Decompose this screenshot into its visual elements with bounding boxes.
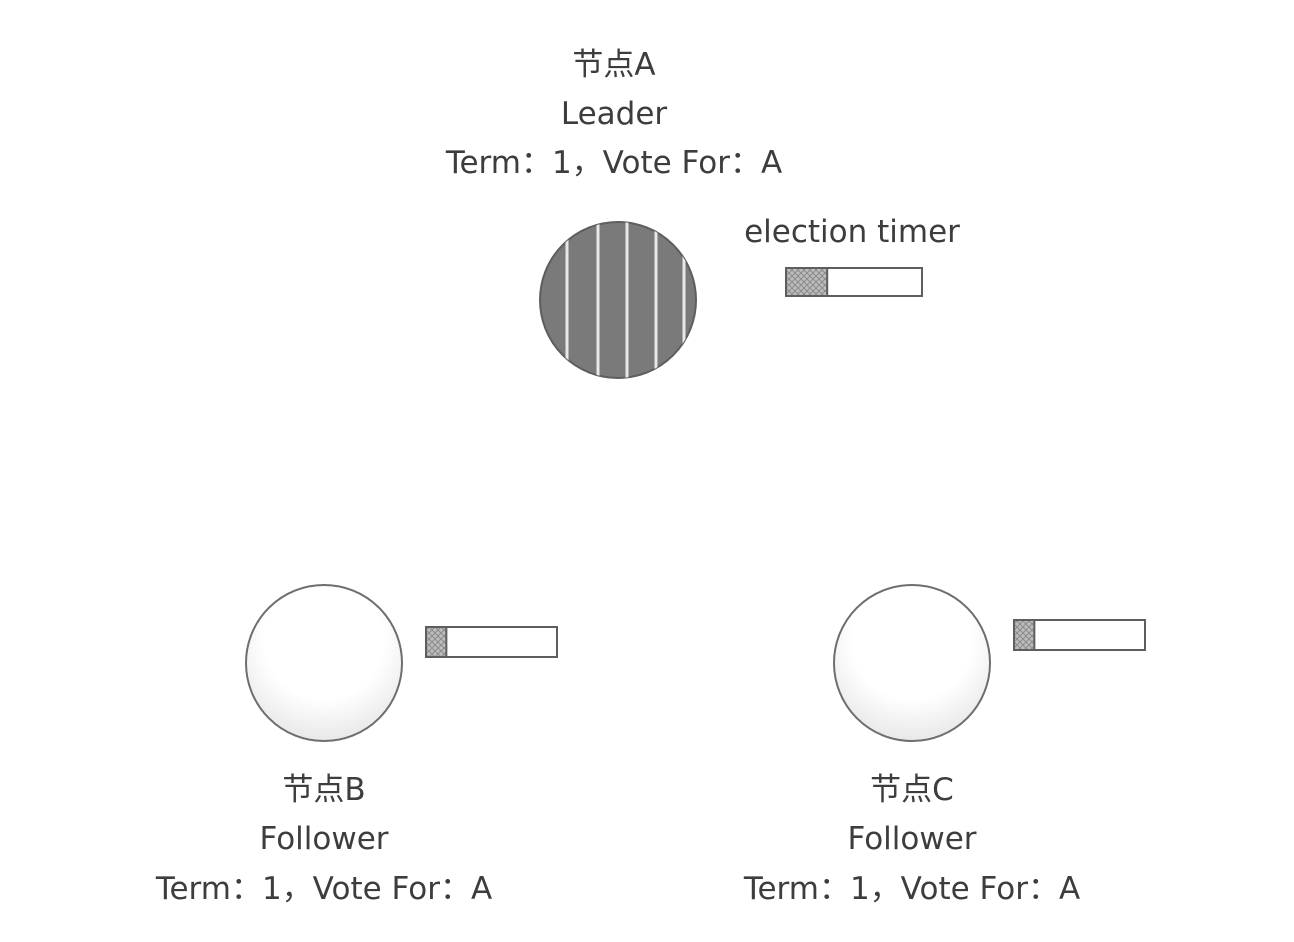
node-b-status: Term：1，Vote For：A (155, 871, 492, 907)
node-c-timer-fill (1015, 621, 1035, 649)
node-b-name: 节点B (282, 772, 365, 808)
node-a-status: Term：1，Vote For：A (445, 145, 782, 181)
node-a-timer-fill (787, 269, 828, 295)
node-c: 节点C Follower Term：1，Vote For：A (743, 584, 1146, 907)
node-c-name: 节点C (870, 772, 954, 808)
node-a-circle (539, 221, 697, 379)
node-a-name: 节点A (572, 47, 655, 83)
node-b-election-timer (425, 626, 558, 658)
node-b-role: Follower (259, 821, 388, 857)
node-a-election-timer (785, 267, 923, 297)
node-a-role: Leader (561, 96, 668, 132)
node-a: 节点A Leader Term：1，Vote For：A election ti… (445, 47, 960, 379)
election-timer-label: election timer (744, 214, 960, 250)
node-c-election-timer (1013, 619, 1146, 651)
node-c-status: Term：1，Vote For：A (743, 871, 1080, 907)
node-c-circle (833, 584, 991, 742)
node-b-timer-fill (427, 628, 447, 656)
node-b-circle (245, 584, 403, 742)
node-c-role: Follower (847, 821, 976, 857)
node-b: 节点B Follower Term：1，Vote For：A (155, 584, 558, 907)
